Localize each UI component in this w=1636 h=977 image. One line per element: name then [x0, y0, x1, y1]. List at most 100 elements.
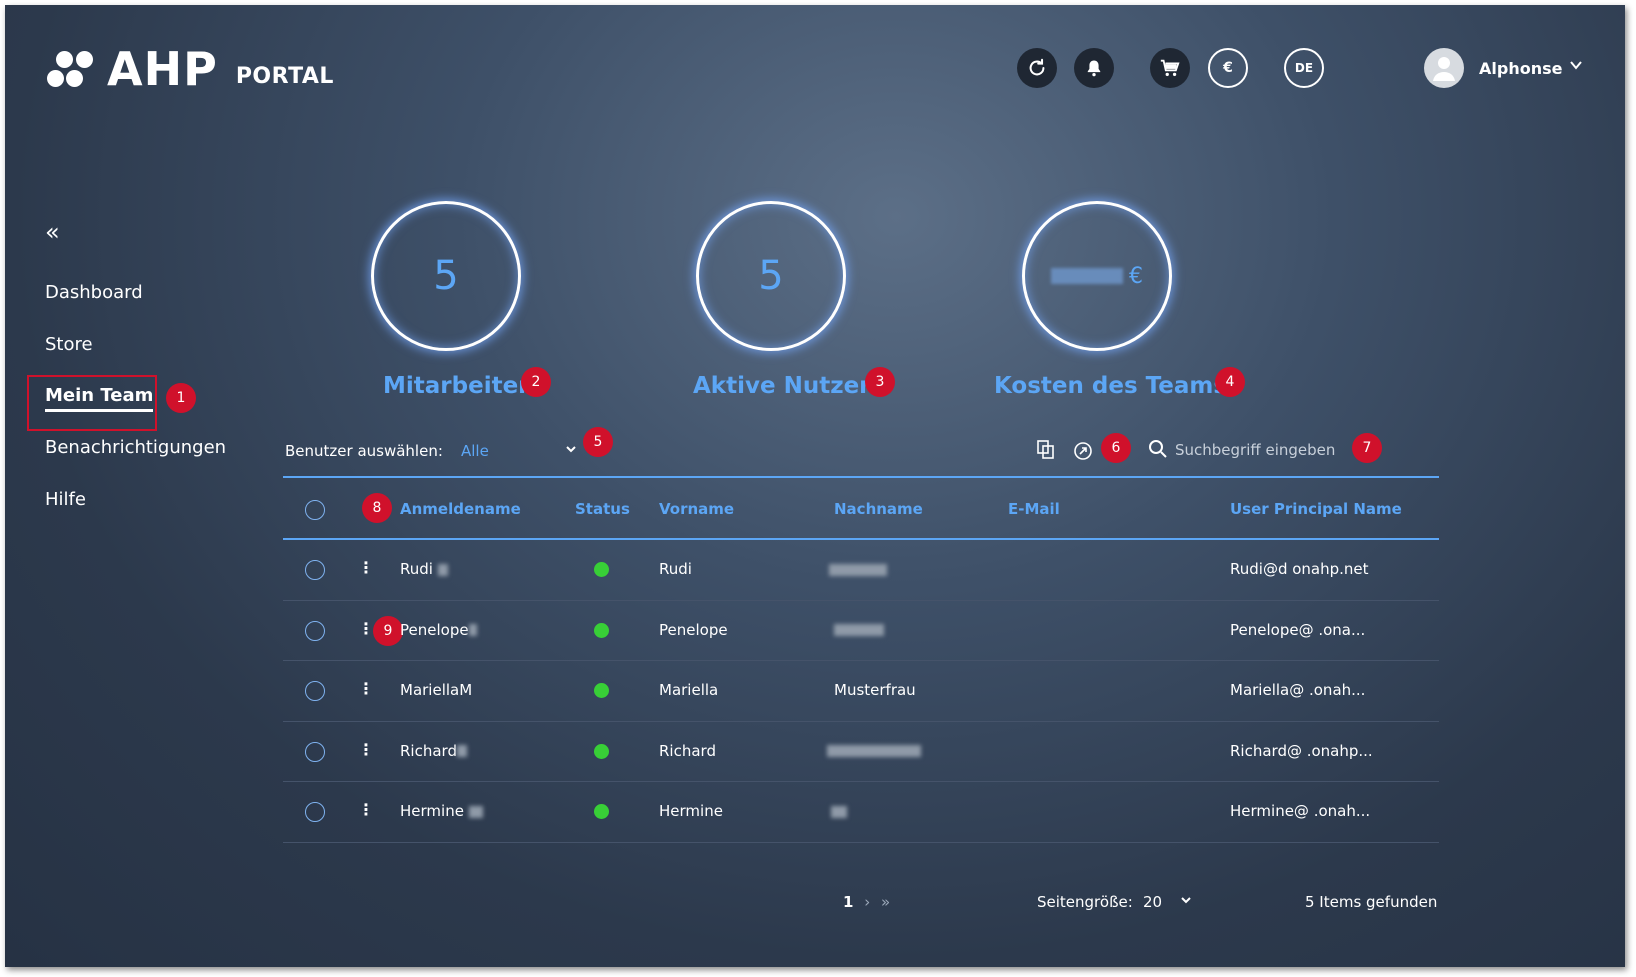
table-row[interactable]: ⋮ MariellaM Mariella Musterfrau Mariella…: [283, 661, 1439, 722]
row-menu-icon[interactable]: ⋮: [358, 618, 374, 638]
column-nachname[interactable]: Nachname: [834, 500, 923, 518]
table-row[interactable]: ⋮ Hermine Hermine Hermine@ .onah...: [283, 782, 1439, 843]
callout-badge: 4: [1215, 367, 1245, 397]
sidebar-item-mein-team[interactable]: Mein Team: [45, 385, 154, 412]
logo-portal: PORTAL: [235, 64, 334, 89]
page-size-label: Seitengröße:: [1037, 893, 1133, 911]
cell-login: Penelope: [400, 621, 477, 639]
table-row[interactable]: ⋮ Rudi Rudi Rudi@d onahp.net: [283, 540, 1439, 601]
row-select-radio[interactable]: [305, 802, 325, 822]
cell-login: MariellaM: [400, 681, 473, 699]
language-label: DE: [1294, 61, 1314, 75]
items-found-count: 5 Items gefunden: [1305, 893, 1438, 911]
callout-badge: 7: [1352, 433, 1382, 463]
kpi-mitarbeiter-value: 5: [433, 253, 459, 299]
status-active-indicator: [594, 743, 609, 759]
select-all-radio[interactable]: [305, 500, 325, 520]
cell-nachname: [834, 621, 884, 639]
kpi-kosten-value: €: [1051, 264, 1143, 289]
euro-icon: €: [1223, 60, 1233, 76]
callout-badge: 2: [521, 367, 551, 397]
callout-badge: 5: [583, 427, 613, 457]
notifications-button[interactable]: [1074, 48, 1114, 88]
callout-badge: 9: [373, 615, 403, 646]
column-status[interactable]: Status: [575, 500, 630, 518]
column-upn[interactable]: User Principal Name: [1230, 500, 1402, 518]
user-icon: [1433, 57, 1455, 81]
logo-dots-icon: [47, 51, 97, 91]
cell-login: Rudi: [400, 560, 448, 578]
currency-button[interactable]: €: [1208, 48, 1248, 88]
refresh-icon: [1029, 58, 1045, 76]
page-size-select[interactable]: 20: [1143, 893, 1163, 911]
status-active-indicator: [594, 622, 609, 638]
status-active-indicator: [594, 562, 609, 577]
kpi-aktive-nutzer-circle: 5: [696, 201, 846, 351]
row-menu-icon[interactable]: ⋮: [358, 739, 374, 759]
row-menu-icon[interactable]: ⋮: [358, 800, 374, 819]
table-row[interactable]: ⋮ 9 Penelope Penelope Penelope@ .ona...: [283, 601, 1439, 661]
callout-badge: 3: [865, 367, 895, 397]
cell-vorname: Richard: [659, 741, 716, 760]
cell-nachname: [831, 802, 847, 820]
cell-nachname: Musterfrau: [834, 681, 916, 699]
callout-badge: 1: [166, 383, 196, 413]
bell-icon: [1087, 60, 1101, 77]
logo-brand: AHP: [107, 42, 218, 96]
kpi-mitarbeiter-circle: 5: [371, 201, 521, 351]
cell-nachname: [827, 742, 921, 760]
app-window: AHP PORTAL € DE Alphonse « Dashboard Sto…: [5, 5, 1625, 967]
column-email[interactable]: E-Mail: [1008, 500, 1060, 518]
table-row[interactable]: ⋮ Richard Richard Richard@ .onahp...: [283, 722, 1439, 782]
callout-badge: 6: [1101, 433, 1131, 463]
kpi-kosten-circle: €: [1022, 201, 1172, 351]
table-header: 8 Anmeldename Status Vorname Nachname E-…: [283, 476, 1439, 540]
search-icon: [1149, 440, 1167, 458]
sidebar-item-store[interactable]: Store: [45, 334, 93, 355]
kpi-mitarbeiter-label: Mitarbeiter: [383, 373, 530, 399]
cell-vorname: Penelope: [659, 620, 728, 639]
page-current[interactable]: 1: [843, 893, 854, 911]
cell-upn: Hermine@ .onah...: [1230, 802, 1371, 820]
callout-badge: 8: [362, 493, 392, 523]
row-select-radio[interactable]: [305, 681, 325, 701]
cell-upn: Richard@ .onahp...: [1230, 741, 1373, 760]
avatar[interactable]: [1424, 48, 1464, 88]
row-select-radio[interactable]: [305, 620, 325, 641]
column-anmeldename[interactable]: Anmeldename: [400, 500, 521, 518]
row-menu-icon[interactable]: ⋮: [358, 679, 374, 698]
logo[interactable]: AHP PORTAL: [47, 42, 334, 96]
chevron-down-icon[interactable]: [1569, 57, 1583, 73]
copy-icon[interactable]: [1036, 439, 1056, 461]
cell-vorname: Mariella: [659, 681, 719, 699]
team-table: 8 Anmeldename Status Vorname Nachname E-…: [283, 476, 1439, 843]
cell-login: Hermine: [400, 802, 483, 820]
status-active-indicator: [594, 683, 609, 698]
cell-login: Richard: [400, 742, 467, 760]
row-menu-icon[interactable]: ⋮: [358, 558, 374, 577]
page-last-icon[interactable]: »: [881, 893, 891, 911]
row-select-radio[interactable]: [305, 560, 325, 580]
collapse-sidebar-icon[interactable]: «: [45, 218, 60, 246]
user-name[interactable]: Alphonse: [1479, 59, 1563, 78]
highlight-box: [27, 375, 157, 431]
pagination: 1 › »: [843, 893, 890, 911]
language-button[interactable]: DE: [1284, 48, 1324, 88]
user-filter-select[interactable]: Alle: [461, 442, 489, 460]
sidebar-item-benachrichtigungen[interactable]: Benachrichtigungen: [45, 437, 227, 458]
page-next-icon[interactable]: ›: [864, 893, 871, 911]
chevron-down-icon[interactable]: [1179, 892, 1193, 908]
search-input[interactable]: [1175, 439, 1355, 461]
row-select-radio[interactable]: [305, 741, 325, 762]
refresh-button[interactable]: [1017, 48, 1057, 88]
chevron-down-icon[interactable]: [564, 441, 578, 457]
column-vorname[interactable]: Vorname: [659, 500, 735, 518]
kpi-aktive-nutzer-label: Aktive Nutzer: [693, 373, 871, 399]
cart-button[interactable]: [1150, 48, 1190, 88]
export-icon[interactable]: [1072, 439, 1094, 461]
cell-upn: Rudi@d onahp.net: [1230, 560, 1369, 578]
sidebar-item-dashboard[interactable]: Dashboard: [45, 282, 143, 303]
sidebar-item-hilfe[interactable]: Hilfe: [45, 489, 86, 510]
status-active-indicator: [594, 804, 609, 819]
cell-upn: Penelope@ .ona...: [1230, 620, 1366, 639]
